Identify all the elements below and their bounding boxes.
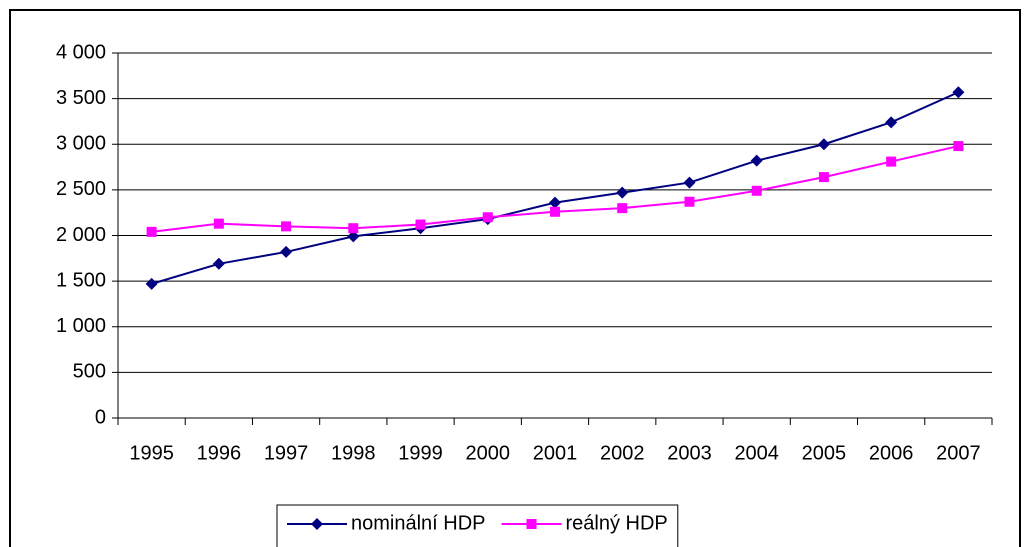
- marker: [750, 154, 763, 167]
- marker: [482, 212, 493, 223]
- marker: [549, 196, 561, 209]
- x-tick-label: 2001: [533, 442, 578, 464]
- x-tick-label: 2003: [667, 442, 712, 464]
- y-tick-label: 1 000: [56, 315, 106, 337]
- marker: [281, 221, 292, 232]
- marker: [886, 156, 897, 167]
- x-tick-label: 2000: [466, 442, 511, 464]
- marker: [415, 219, 426, 230]
- marker: [347, 230, 360, 243]
- legend-label: reálný HDP: [566, 512, 668, 534]
- marker: [617, 203, 628, 214]
- marker: [818, 172, 829, 183]
- x-tick-label: 1999: [398, 442, 443, 464]
- legend-box: [276, 504, 679, 547]
- marker: [616, 186, 629, 199]
- y-tick-label: 4 000: [56, 41, 106, 63]
- y-tick-label: 2 500: [56, 178, 106, 200]
- marker: [953, 141, 964, 152]
- marker: [683, 176, 696, 189]
- x-tick-label: 2007: [936, 442, 981, 464]
- marker: [684, 196, 695, 207]
- legend: nominální HDP reálný HDP: [276, 504, 679, 547]
- x-tick-label: 2006: [869, 442, 914, 464]
- marker: [817, 138, 830, 151]
- marker: [348, 223, 359, 234]
- y-tick-label: 3 500: [56, 87, 106, 109]
- y-tick-label: 0: [95, 406, 106, 428]
- marker: [885, 116, 898, 129]
- legend-label: nominální HDP: [351, 512, 486, 534]
- marker: [213, 218, 224, 229]
- x-tick-label: 1996: [197, 442, 242, 464]
- marker: [146, 226, 157, 237]
- x-tick-label: 2005: [802, 442, 847, 464]
- marker: [526, 519, 537, 529]
- x-tick-label: 1995: [129, 442, 174, 464]
- marker: [145, 277, 158, 290]
- marker: [550, 206, 560, 217]
- marker: [280, 245, 293, 258]
- y-tick-label: 2 000: [56, 224, 106, 246]
- y-tick-label: 1 500: [56, 269, 106, 291]
- x-tick-label: 1998: [331, 442, 376, 464]
- marker: [212, 257, 225, 270]
- y-tick-label: 500: [73, 361, 106, 383]
- x-tick-label: 2002: [600, 442, 645, 464]
- chart-frame: [9, 9, 1021, 547]
- marker: [952, 86, 965, 99]
- x-tick-label: 2004: [734, 442, 779, 464]
- marker: [751, 185, 762, 196]
- y-tick-label: 3 000: [56, 133, 106, 155]
- x-tick-label: 1997: [264, 442, 309, 464]
- marker: [311, 518, 323, 530]
